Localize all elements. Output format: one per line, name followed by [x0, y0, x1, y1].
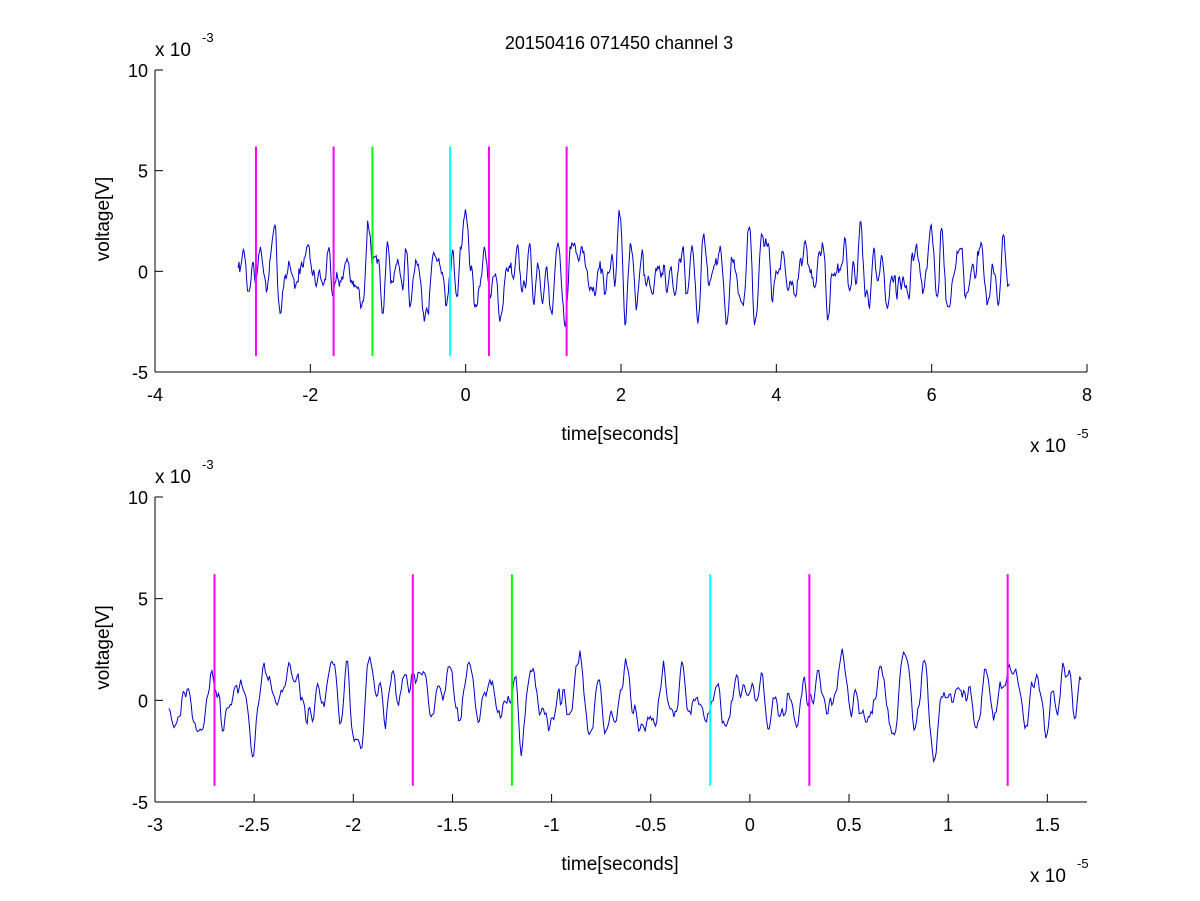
y-tick-label: 10: [128, 61, 148, 81]
x-tick-label: -2.5: [239, 815, 270, 835]
top-axes: -4 -2 0 2 4 6 8 -5 0 5 10 time[seconds] voltage[V] x …: [93, 30, 1092, 457]
x-multiplier: x 10: [1030, 866, 1066, 887]
y-tick-label: -5: [132, 363, 148, 383]
x-tick-label: -0.5: [635, 815, 666, 835]
y-exponent: -3: [202, 457, 214, 472]
y-axis-label: voltage[V]: [93, 177, 114, 262]
signal-series: [237, 209, 1010, 327]
y-tick-label: -5: [132, 793, 148, 813]
x-tick-label: 2: [616, 385, 626, 405]
x-tick-label: -2: [302, 385, 318, 405]
x-axis-label: time[seconds]: [561, 424, 678, 445]
y-tick-label: 0: [138, 691, 148, 711]
x-tick-label: 8: [1082, 385, 1092, 405]
x-tick-label: 0.5: [837, 815, 862, 835]
x-tick-label: 6: [927, 385, 937, 405]
y-tick-label: 5: [138, 590, 148, 610]
x-multiplier: x 10: [1030, 436, 1066, 457]
y-multiplier: x 10: [155, 467, 191, 488]
figure-title: 20150416 071450 channel 3: [505, 33, 733, 53]
x-exponent: -5: [1077, 856, 1089, 871]
y-exponent: -3: [202, 30, 214, 45]
x-tick-label: 4: [771, 385, 781, 405]
signal-series: [168, 648, 1082, 764]
bottom-axes: -3 -2.5 -2 -1.5 -1 -0.5 0 0.5 1 1.5 -5 0 5 10 time[sec…: [93, 457, 1089, 887]
y-tick-label: 5: [138, 162, 148, 182]
y-tick-label: 0: [138, 262, 148, 282]
x-tick-label: -4: [147, 385, 163, 405]
x-tick-label: 1.5: [1035, 815, 1060, 835]
x-axis-label: time[seconds]: [561, 854, 678, 875]
x-tick-label: -2: [345, 815, 361, 835]
x-tick-label: 0: [745, 815, 755, 835]
x-exponent: -5: [1077, 426, 1089, 441]
x-tick-label: -1.5: [437, 815, 468, 835]
x-tick-label: 0: [461, 385, 471, 405]
y-multiplier: x 10: [155, 40, 191, 61]
y-tick-label: 10: [128, 488, 148, 508]
x-tick-label: -1: [544, 815, 560, 835]
x-tick-label: -3: [147, 815, 163, 835]
y-axis-label: voltage[V]: [93, 605, 114, 690]
x-tick-label: 1: [943, 815, 953, 835]
